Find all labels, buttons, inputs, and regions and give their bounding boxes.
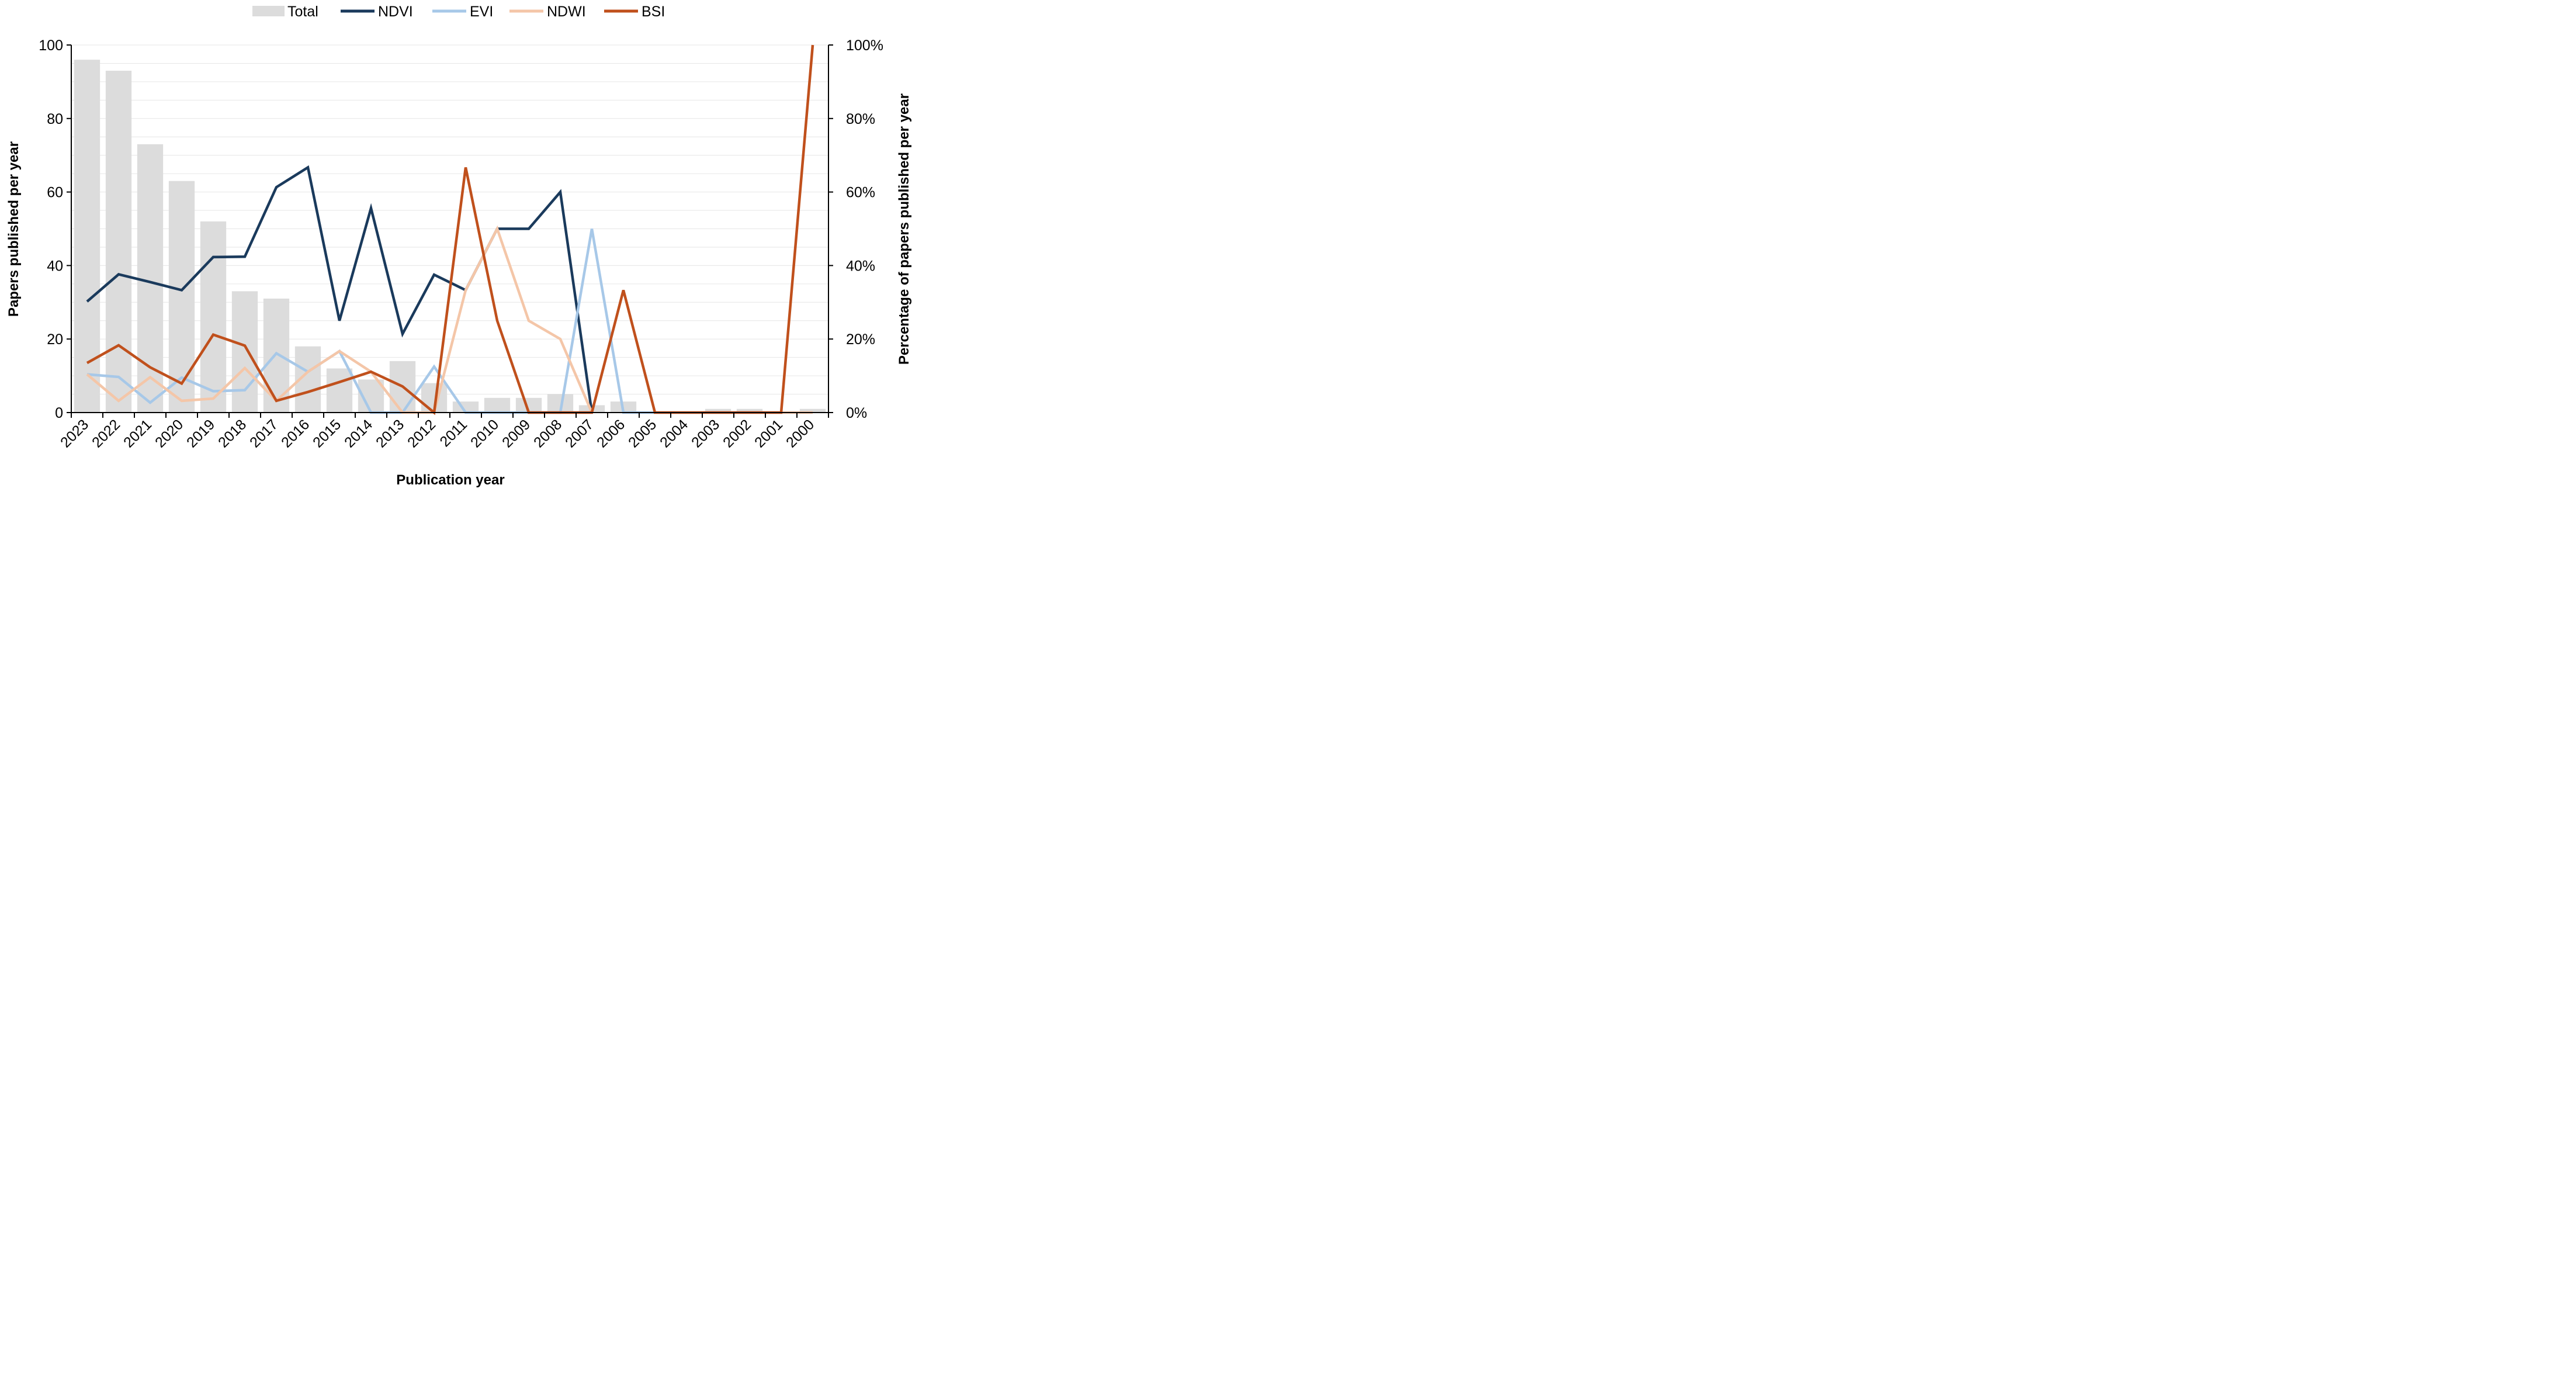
- y-left-tick-label: 20: [47, 331, 63, 348]
- x-tick-label-2002: 2002: [720, 416, 754, 451]
- x-tick-label-2018: 2018: [215, 416, 249, 451]
- bar-total-2022: [105, 71, 132, 413]
- bar-total-2018: [231, 291, 258, 413]
- x-tick-label-2021: 2021: [120, 416, 155, 451]
- x-tick-label-2007: 2007: [562, 416, 597, 451]
- x-tick-label-2004: 2004: [657, 416, 691, 451]
- x-tick-label-2012: 2012: [404, 416, 439, 451]
- x-tick-label-2014: 2014: [341, 416, 376, 451]
- legend-label-ndwi: NDWI: [547, 4, 586, 20]
- y-left-tick-label: 80: [47, 111, 63, 127]
- bar-total-2020: [168, 181, 195, 413]
- x-tick-label-2001: 2001: [751, 416, 786, 451]
- chart: 0204060801000%20%40%60%80%100%2023202220…: [6, 4, 912, 488]
- x-tick-label-2011: 2011: [436, 416, 470, 450]
- y-left-tick-label: 100: [39, 37, 63, 54]
- series-line-ndvi: [86, 165, 594, 413]
- y-right-tick-label: 0%: [846, 405, 867, 421]
- x-tick-label-2009: 2009: [499, 416, 533, 451]
- bar-total-2010: [484, 397, 511, 413]
- x-tick-label-2016: 2016: [278, 416, 313, 451]
- legend-label-bsi: BSI: [642, 4, 665, 20]
- y-right-tick-label: 20%: [846, 331, 875, 348]
- x-tick-label-2022: 2022: [89, 416, 123, 451]
- x-tick-label-2020: 2020: [152, 416, 186, 451]
- bar-total-2019: [200, 221, 227, 413]
- legend-label-evi: EVI: [470, 4, 493, 20]
- x-tick-label-2006: 2006: [594, 416, 628, 451]
- bar-total-2015: [326, 368, 353, 413]
- gridlines: [71, 44, 828, 395]
- x-tick-label-2003: 2003: [688, 416, 723, 451]
- y-right-tick-label: 80%: [846, 111, 875, 127]
- y-left-tick-label: 0: [55, 405, 63, 421]
- bar-total-2023: [74, 60, 100, 413]
- y-right-tick-label: 60%: [846, 185, 875, 201]
- x-axis-title: Publication year: [396, 472, 504, 488]
- x-tick-label-2000: 2000: [783, 416, 817, 451]
- y-right-tick-label: 40%: [846, 258, 875, 274]
- total-bars: [74, 60, 826, 413]
- x-tick-label-2013: 2013: [373, 416, 407, 451]
- bar-total-2000: [799, 408, 826, 413]
- x-tick-label-2019: 2019: [183, 416, 218, 451]
- x-tick-label-2010: 2010: [467, 416, 502, 451]
- bar-total-2003: [705, 408, 731, 413]
- x-tick-label-2005: 2005: [625, 416, 660, 451]
- bar-total-2017: [263, 299, 290, 413]
- y-left-tick-label: 60: [47, 185, 63, 201]
- y-right-tick-label: 100%: [846, 37, 883, 54]
- legend: Total NDVI EVI NDWI BSI: [252, 4, 665, 20]
- x-tick-label-2017: 2017: [247, 416, 281, 451]
- bar-total-2002: [736, 408, 763, 413]
- y-axis-right-title: Percentage of papers published per year: [896, 93, 912, 365]
- x-tick-label-2008: 2008: [531, 416, 565, 451]
- y-left-tick-label: 40: [47, 258, 63, 274]
- legend-swatch-total: [252, 6, 285, 16]
- x-tick-label-2015: 2015: [310, 416, 344, 451]
- x-tick-label-2023: 2023: [57, 416, 92, 451]
- series-line-ndwi: [86, 225, 594, 414]
- y-axis-left-title: Papers published per year: [6, 141, 22, 317]
- legend-label-ndvi: NDVI: [378, 4, 413, 20]
- legend-label-total: Total: [287, 4, 318, 20]
